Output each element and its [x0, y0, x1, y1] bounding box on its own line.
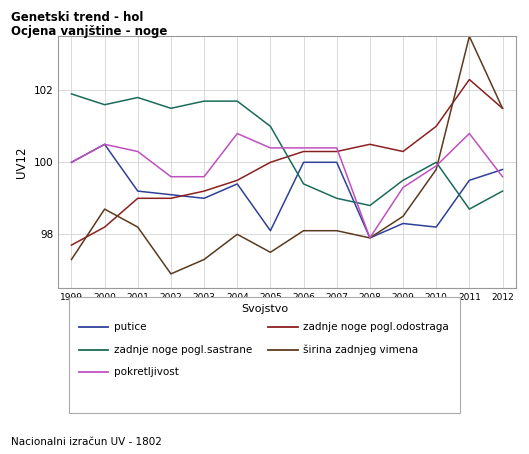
Text: Genetski trend - hol: Genetski trend - hol [11, 11, 143, 25]
Text: pokretljivost: pokretljivost [114, 367, 179, 377]
Y-axis label: UV12: UV12 [15, 147, 28, 178]
Text: Ocjena vanjštine - noge: Ocjena vanjštine - noge [11, 25, 167, 38]
Text: širina zadnjeg vimena: širina zadnjeg vimena [303, 344, 418, 355]
X-axis label: Godina rođenja: Godina rođenja [242, 308, 332, 321]
Text: zadnje noge pogl.odostraga: zadnje noge pogl.odostraga [303, 322, 449, 332]
Text: Nacionalni izračun UV - 1802: Nacionalni izračun UV - 1802 [11, 437, 161, 447]
Text: Svojstvo: Svojstvo [241, 304, 288, 314]
Text: putice: putice [114, 322, 146, 332]
Text: zadnje noge pogl.sastrane: zadnje noge pogl.sastrane [114, 345, 252, 355]
